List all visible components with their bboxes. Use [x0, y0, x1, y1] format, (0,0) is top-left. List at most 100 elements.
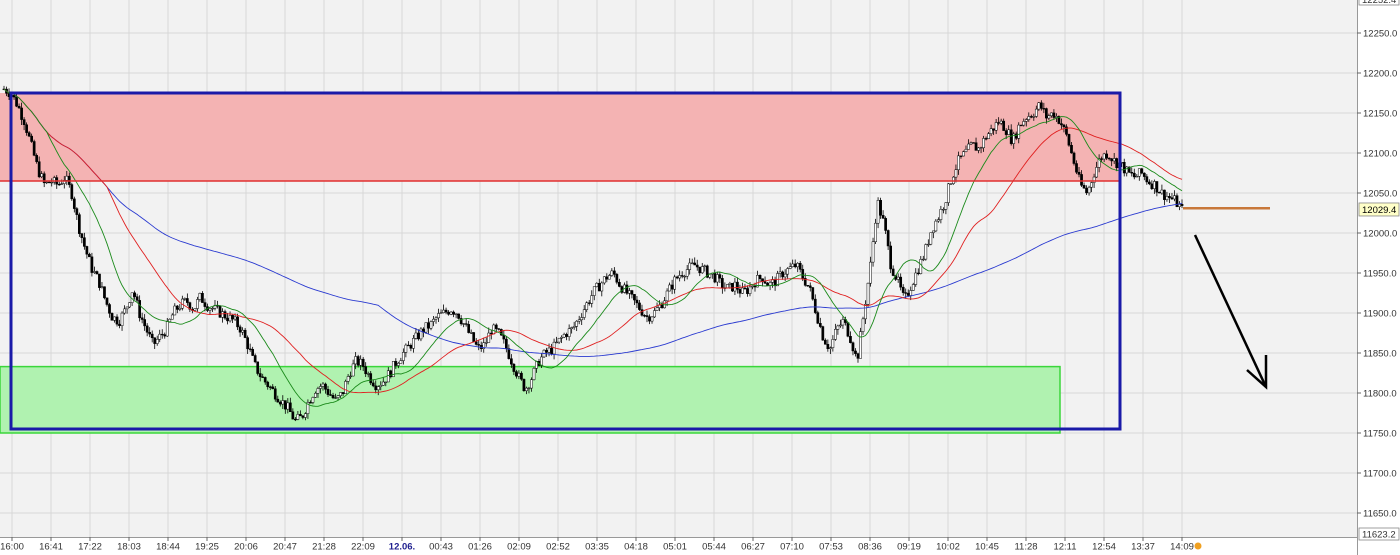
- candle-body: [128, 302, 131, 308]
- candle-body: [381, 381, 385, 386]
- candle-body: [939, 209, 943, 220]
- candle-body: [90, 256, 94, 273]
- candle-body: [178, 307, 182, 310]
- candle-body: [660, 304, 664, 309]
- x-tick-label: 14:09: [1170, 542, 1194, 553]
- candle-body: [261, 376, 265, 378]
- y-tick-label: 12200.0: [1363, 69, 1397, 80]
- candle-body: [1107, 157, 1111, 160]
- candle-body: [371, 382, 375, 387]
- candle-body: [851, 342, 855, 352]
- candle-body: [359, 358, 363, 366]
- candle-body: [497, 328, 501, 330]
- candle-body: [585, 302, 589, 310]
- candle-body: [105, 297, 109, 305]
- candle-body: [133, 292, 136, 297]
- candle-body: [175, 305, 179, 310]
- candle-body: [1047, 115, 1051, 119]
- candle-body: [693, 262, 697, 266]
- candle-body: [788, 266, 792, 269]
- candle-body: [263, 377, 267, 383]
- candle-body: [560, 336, 563, 339]
- candle-body: [65, 175, 69, 181]
- last-price-tag: [1358, 202, 1400, 217]
- candle-body: [186, 298, 189, 303]
- candle-body: [698, 266, 702, 274]
- candle-body: [869, 261, 872, 284]
- candle-body: [1075, 163, 1078, 173]
- candle-body: [143, 319, 147, 327]
- candle-body: [947, 183, 950, 203]
- candle-body: [791, 263, 795, 267]
- candle-body: [296, 414, 300, 420]
- y-tick-label: 11900.0: [1363, 309, 1397, 320]
- candle-body: [650, 316, 654, 322]
- candle-body: [1060, 123, 1063, 126]
- candle-body: [412, 338, 415, 349]
- candle-body: [115, 316, 119, 325]
- candle-body: [444, 309, 448, 313]
- candle-body: [931, 230, 935, 233]
- candle-body: [831, 339, 835, 348]
- candle-body: [1170, 197, 1174, 200]
- candle-body: [243, 329, 247, 338]
- x-tick-label: 09:19: [897, 542, 921, 553]
- candle-body: [675, 276, 679, 279]
- candle-body: [1142, 172, 1146, 177]
- candle-body: [595, 282, 599, 287]
- x-tick-label: 19:25: [195, 542, 219, 553]
- x-tick-label: 12:54: [1092, 542, 1116, 553]
- y-bottom-label-box: [1358, 527, 1400, 541]
- candle-body: [874, 222, 877, 243]
- candle-body: [1168, 196, 1171, 198]
- candle-body: [979, 147, 983, 149]
- candle-body: [803, 277, 807, 286]
- candle-body: [226, 317, 229, 322]
- candle-body: [741, 287, 744, 294]
- candle-body: [273, 388, 277, 400]
- candle-body: [409, 345, 413, 349]
- candle-body: [1140, 168, 1144, 174]
- candle-body: [954, 169, 958, 178]
- candle-body: [1125, 166, 1129, 174]
- candle-body: [1002, 120, 1006, 131]
- candle-body: [1105, 153, 1108, 159]
- candle-body: [557, 337, 561, 343]
- candle-body: [1127, 166, 1131, 173]
- candle-body: [618, 282, 621, 287]
- candle-body: [52, 177, 56, 183]
- candle-body: [756, 274, 759, 288]
- candle-body: [123, 308, 126, 314]
- candle-body: [934, 220, 938, 232]
- candle-body: [562, 334, 566, 338]
- candle-body: [1137, 168, 1141, 177]
- candle-body: [1150, 183, 1154, 189]
- candle-body: [417, 332, 420, 340]
- candle-body: [798, 263, 802, 270]
- x-tick-label: 04:18: [624, 542, 648, 553]
- x-tick-label: 03:35: [585, 542, 609, 553]
- candle-body: [547, 347, 551, 353]
- candle-body: [1178, 204, 1181, 207]
- candle-body: [899, 276, 903, 288]
- candle-body: [462, 323, 465, 325]
- candle-body: [515, 371, 518, 377]
- candle-body: [474, 341, 478, 345]
- candle-body: [1115, 158, 1119, 168]
- x-tick-label: 20:06: [234, 542, 258, 553]
- x-tick-label: 07:53: [819, 542, 843, 553]
- y-tick-label: 12100.0: [1363, 149, 1397, 160]
- candle-body: [839, 324, 842, 327]
- candle-body: [163, 334, 167, 337]
- candle-body: [525, 387, 528, 392]
- candle-body: [504, 338, 508, 349]
- candle-body: [625, 284, 629, 294]
- candle-body: [972, 142, 975, 144]
- candle-body: [442, 309, 445, 313]
- x-tick-label: 16:00: [0, 542, 24, 553]
- candle-body: [482, 342, 486, 349]
- candle-body: [145, 325, 149, 333]
- x-tick-label: 21:28: [312, 542, 336, 553]
- candle-body: [103, 286, 106, 299]
- candle-body: [118, 323, 121, 326]
